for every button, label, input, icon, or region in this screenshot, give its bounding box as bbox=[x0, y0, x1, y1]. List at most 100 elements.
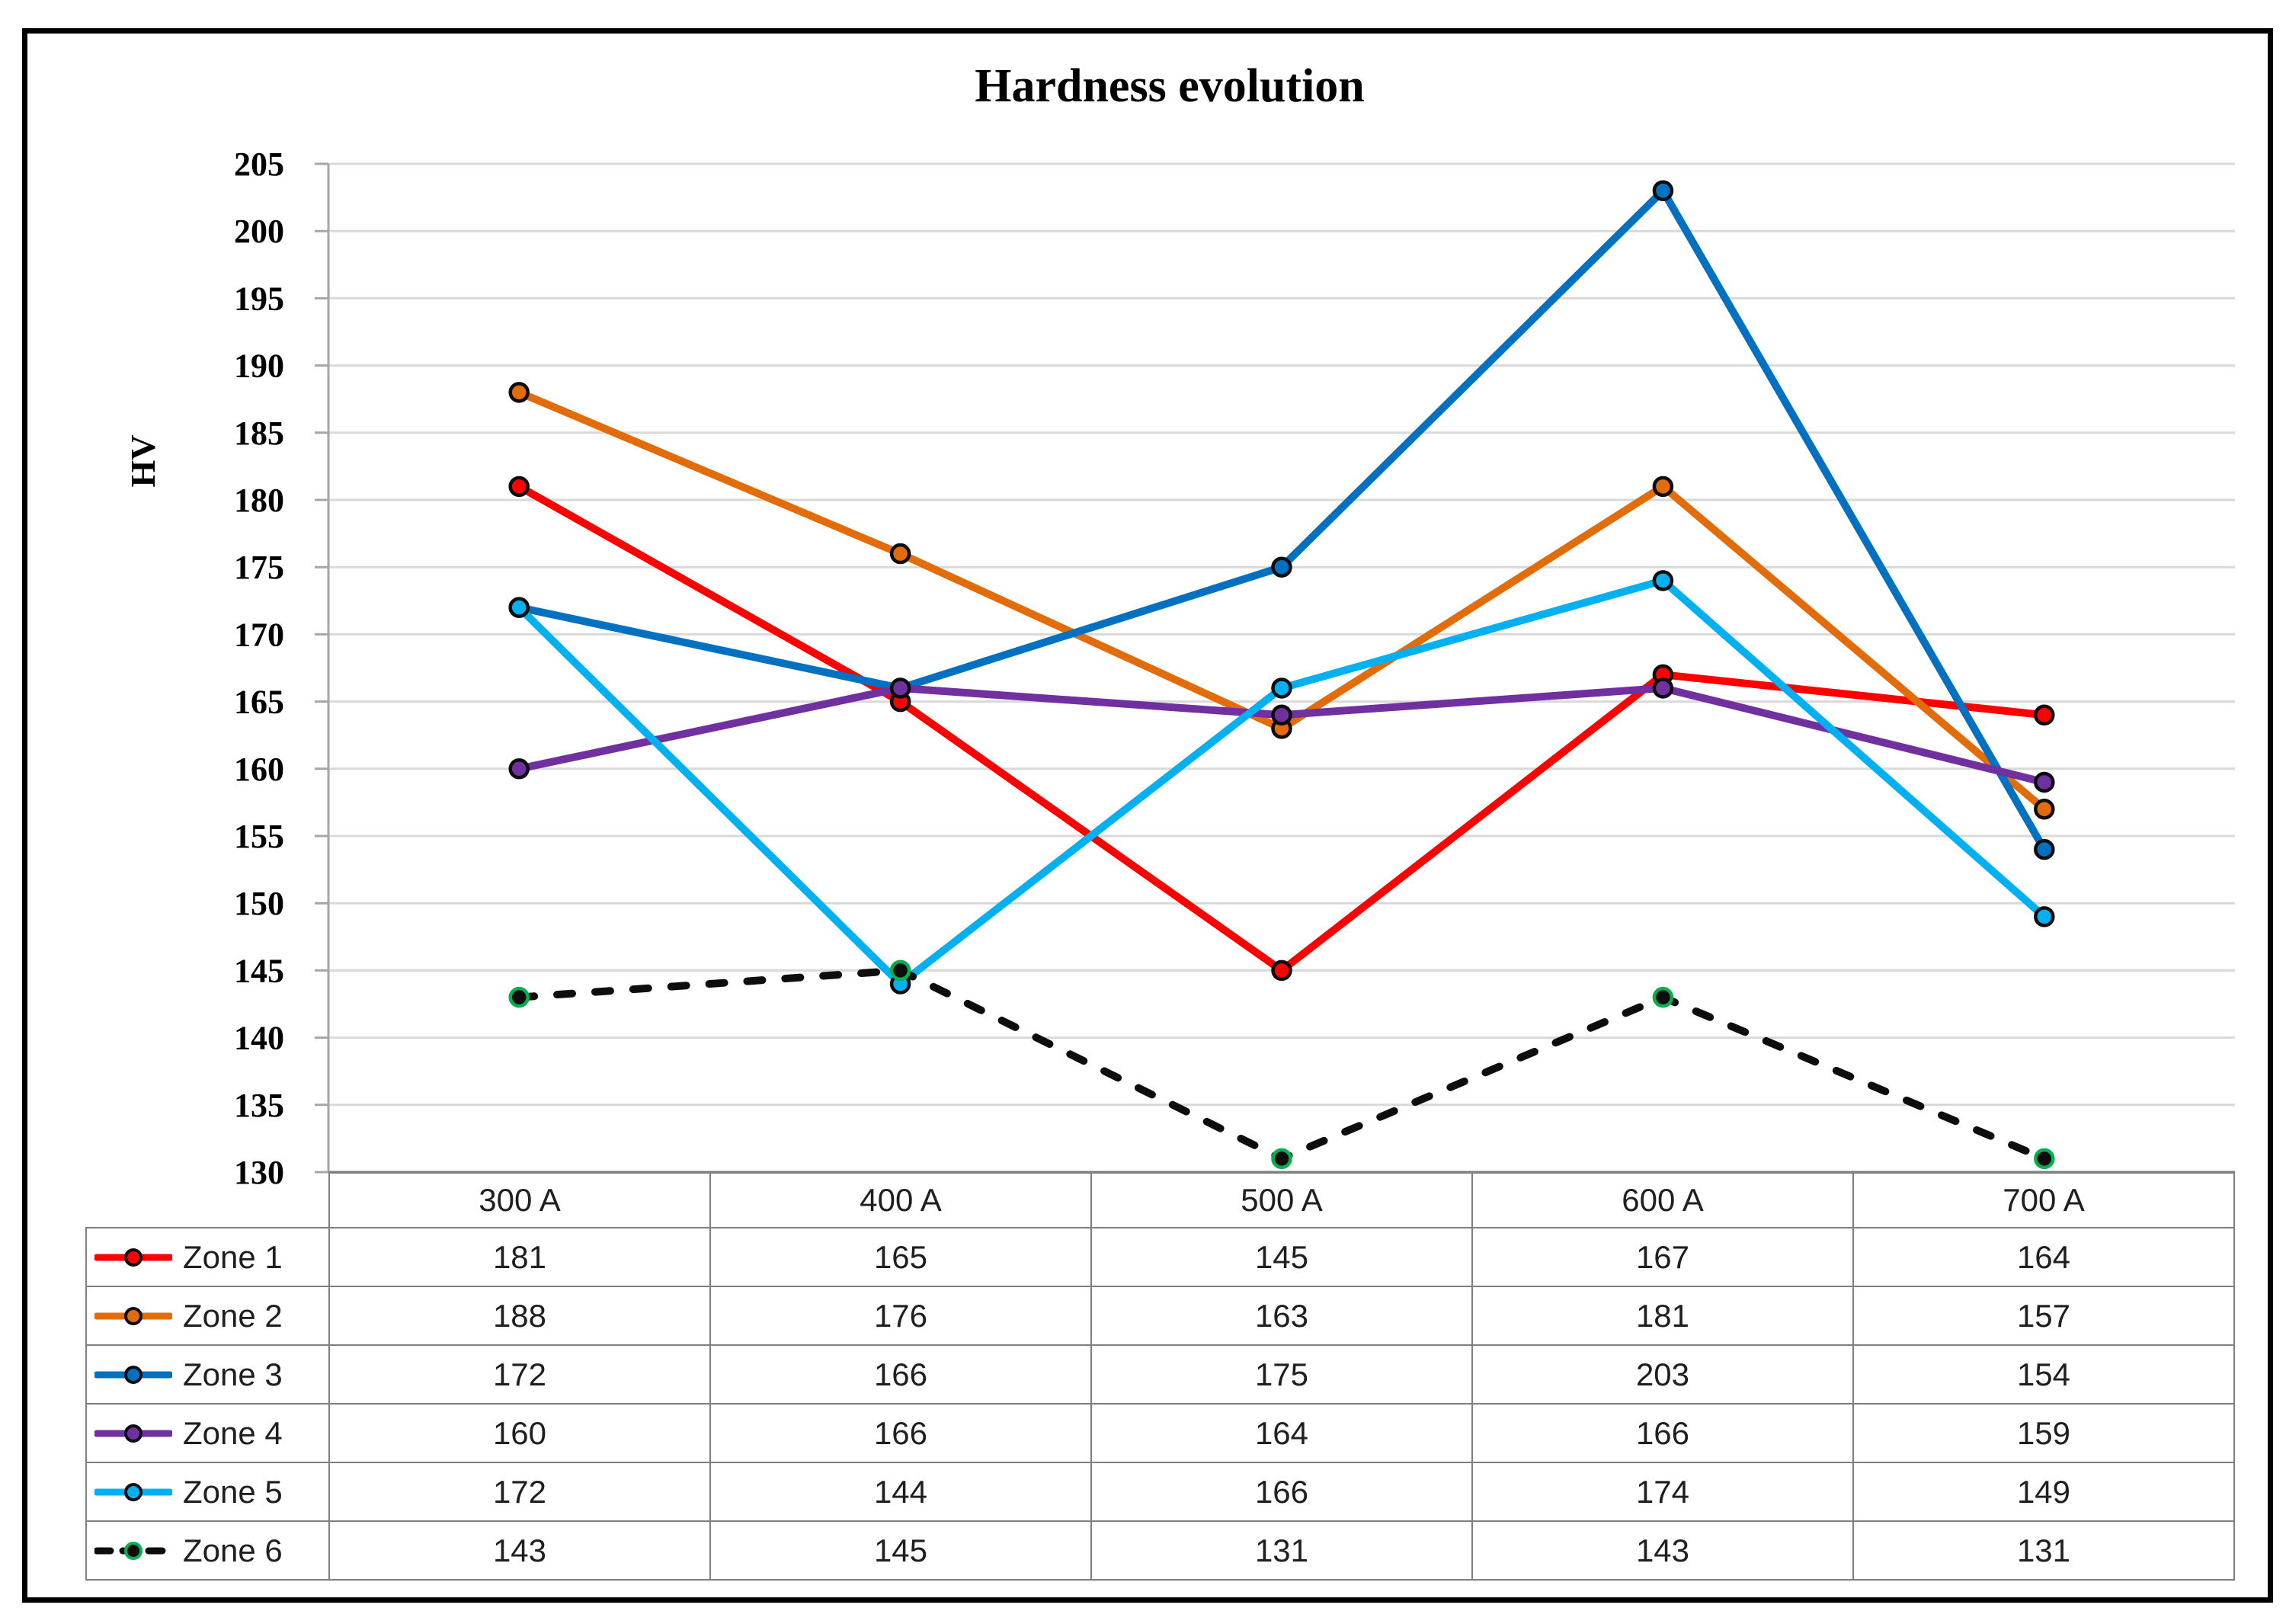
y-tick-label: 190 bbox=[234, 348, 284, 385]
legend-label: Zone 1 bbox=[183, 1238, 283, 1275]
table-cell: 165 bbox=[709, 1227, 1092, 1287]
y-tick-label: 185 bbox=[234, 415, 284, 452]
axes-layer: 1301351401451501551601651701751801851901… bbox=[234, 146, 2235, 1191]
y-tick-label: 200 bbox=[234, 213, 284, 250]
table-col-header: 400 A bbox=[709, 1172, 1092, 1228]
y-tick-label: 170 bbox=[234, 616, 284, 653]
legend-label: Zone 2 bbox=[183, 1297, 283, 1334]
data-point-marker-zone-6 bbox=[1271, 1148, 1292, 1170]
legend-entry: Zone 4 bbox=[87, 1415, 328, 1452]
table-cell: 166 bbox=[1090, 1462, 1473, 1522]
table-cell: 159 bbox=[1852, 1403, 2235, 1463]
legend-key-icon bbox=[94, 1424, 172, 1443]
y-tick-label: 145 bbox=[234, 952, 284, 989]
data-point-marker-zone-5 bbox=[1271, 677, 1292, 699]
data-point-marker-zone-5 bbox=[1652, 570, 1674, 591]
table-cell: 157 bbox=[1852, 1286, 2235, 1346]
legend-key-icon bbox=[94, 1482, 172, 1501]
y-tick-label: 180 bbox=[234, 482, 284, 519]
y-tick-label: 160 bbox=[234, 751, 284, 788]
y-tick-label: 155 bbox=[234, 818, 284, 855]
y-tick-label: 165 bbox=[234, 684, 284, 721]
data-point-marker-zone-1 bbox=[1271, 959, 1292, 982]
legend-label: Zone 6 bbox=[183, 1532, 283, 1568]
table-cell: 181 bbox=[328, 1227, 711, 1287]
table-cell: 166 bbox=[709, 1344, 1092, 1405]
table-cell: 188 bbox=[328, 1286, 711, 1346]
table-cell: 176 bbox=[709, 1286, 1092, 1346]
data-point-marker-zone-4 bbox=[889, 677, 911, 699]
data-point-marker-zone-4 bbox=[1271, 704, 1292, 726]
y-axis-title: HV bbox=[123, 435, 162, 488]
series-layer bbox=[508, 180, 2055, 1170]
data-point-marker-zone-3 bbox=[1652, 180, 1674, 202]
table-cell: 167 bbox=[1471, 1227, 1854, 1287]
table-row: Zone 5 172 144 166 174 149 bbox=[85, 1462, 2235, 1522]
table-col-header: 600 A bbox=[1471, 1172, 1854, 1228]
table-cell: 174 bbox=[1471, 1462, 1854, 1522]
legend-marker bbox=[124, 1306, 142, 1325]
table-row: Zone 2 188 176 163 181 157 bbox=[85, 1286, 2235, 1346]
data-point-marker-zone-5 bbox=[508, 597, 530, 618]
legend-marker bbox=[124, 1365, 142, 1384]
table-cell: 181 bbox=[1471, 1286, 1854, 1346]
data-point-marker-zone-2 bbox=[2034, 798, 2055, 820]
table-cell: 131 bbox=[1090, 1520, 1473, 1581]
legend-key-icon bbox=[94, 1248, 172, 1267]
data-point-marker-zone-6 bbox=[2034, 1148, 2055, 1170]
legend-marker bbox=[124, 1482, 142, 1501]
legend-marker bbox=[124, 1424, 142, 1443]
table-row: Zone 3 172 166 175 203 154 bbox=[85, 1344, 2235, 1405]
legend-cell: Zone 4 bbox=[85, 1403, 330, 1463]
series-line-zone-3 bbox=[515, 187, 2048, 854]
table-cell: 172 bbox=[328, 1344, 711, 1405]
y-tick-label: 195 bbox=[234, 280, 284, 317]
data-point-marker-zone-6 bbox=[508, 986, 530, 1008]
table-row: Zone 1 181 165 145 167 164 bbox=[85, 1227, 2235, 1287]
data-point-marker-zone-4 bbox=[2034, 771, 2055, 793]
data-point-marker-zone-4 bbox=[1652, 677, 1674, 699]
legend-cell: Zone 6 bbox=[85, 1520, 330, 1581]
table-cell: 145 bbox=[709, 1520, 1092, 1581]
legend-cell: Zone 5 bbox=[85, 1462, 330, 1522]
y-tick-label: 140 bbox=[234, 1020, 284, 1057]
legend-marker bbox=[124, 1248, 142, 1267]
table-cell: 160 bbox=[328, 1403, 711, 1463]
data-point-marker-zone-4 bbox=[508, 758, 530, 780]
legend-key-icon bbox=[94, 1365, 172, 1384]
y-tick-label: 205 bbox=[234, 146, 284, 183]
table-cell: 149 bbox=[1852, 1462, 2235, 1522]
table-corner-cell bbox=[86, 1173, 330, 1228]
legend-entry: Zone 1 bbox=[87, 1239, 328, 1276]
gridlines-layer bbox=[328, 162, 2235, 1174]
series-line-zone-5 bbox=[515, 576, 2048, 988]
table-header-row: 300 A 400 A 500 A 600 A 700 A bbox=[86, 1172, 2235, 1228]
data-point-marker-zone-3 bbox=[2034, 838, 2055, 860]
y-tick-label: 150 bbox=[234, 885, 284, 922]
legend-label: Zone 5 bbox=[183, 1473, 283, 1510]
table-cell: 203 bbox=[1471, 1344, 1854, 1405]
y-tick-label: 175 bbox=[234, 549, 284, 586]
data-point-marker-zone-2 bbox=[889, 543, 911, 565]
legend-entry: Zone 2 bbox=[87, 1298, 328, 1334]
data-point-marker-zone-2 bbox=[508, 382, 530, 403]
data-table: 300 A 400 A 500 A 600 A 700 A Zone 1 181 165 145… bbox=[85, 1172, 2235, 1581]
table-cell: 145 bbox=[1090, 1227, 1473, 1287]
series-line-zone-6 bbox=[515, 966, 2048, 1163]
table-col-header: 700 A bbox=[1852, 1172, 2235, 1228]
legend-marker bbox=[124, 1541, 142, 1560]
legend-label: Zone 4 bbox=[183, 1414, 283, 1451]
data-point-marker-zone-3 bbox=[1271, 556, 1292, 578]
table-row: Zone 4 160 166 164 166 159 bbox=[85, 1403, 2235, 1463]
table-col-header: 300 A bbox=[328, 1172, 711, 1228]
table-col-header: 500 A bbox=[1090, 1172, 1473, 1228]
table-cell: 143 bbox=[328, 1520, 711, 1581]
legend-entry: Zone 6 bbox=[87, 1533, 328, 1569]
table-cell: 154 bbox=[1852, 1344, 2235, 1405]
table-cell: 131 bbox=[1852, 1520, 2235, 1581]
table-cell: 164 bbox=[1090, 1403, 1473, 1463]
table-cell: 175 bbox=[1090, 1344, 1473, 1405]
table-cell: 164 bbox=[1852, 1227, 2235, 1287]
